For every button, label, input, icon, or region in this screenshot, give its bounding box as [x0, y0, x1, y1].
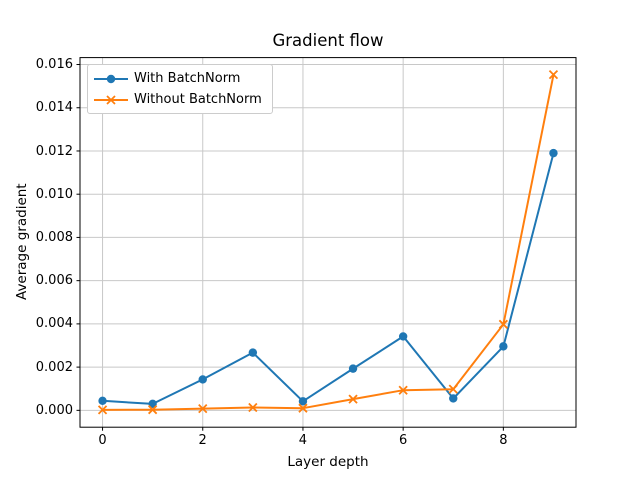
data-point-circle — [549, 148, 558, 158]
y-tick-label: 0.010 — [35, 186, 73, 202]
series-line-without-batchnorm — [102, 74, 555, 411]
y-tick-label: 0.008 — [35, 229, 73, 245]
y-tick-label: 0.000 — [35, 402, 73, 418]
x-tick-label: 2 — [198, 433, 207, 448]
data-point-x — [548, 70, 559, 80]
legend-entry-with-batchnorm: With BatchNorm — [94, 69, 262, 88]
legend-label-without-batchnorm: Without BatchNorm — [134, 92, 262, 107]
data-point-x — [298, 403, 308, 413]
legend: With BatchNorm Without BatchNorm — [87, 64, 273, 114]
y-tick-label: 0.002 — [35, 359, 73, 375]
legend-line-x-icon — [94, 94, 128, 105]
legend-entry-without-batchnorm: Without BatchNorm — [94, 90, 262, 109]
x-tick-label: 8 — [499, 433, 508, 448]
data-point-circle — [499, 342, 508, 351]
data-point-circle — [348, 364, 358, 373]
data-point-circle — [398, 332, 408, 341]
data-point-circle — [98, 396, 107, 406]
x-tick-label: 6 — [399, 433, 408, 448]
data-point-circle — [449, 394, 458, 403]
series-line-with-batchnorm — [102, 152, 555, 405]
data-point-circle — [198, 375, 207, 384]
data-point-x — [498, 319, 508, 329]
chart-title: Gradient flow — [272, 31, 384, 50]
x-tick-label: 4 — [298, 433, 308, 448]
data-point-x — [398, 385, 408, 395]
y-tick-label: 0.016 — [35, 57, 73, 72]
data-point-x — [198, 403, 208, 414]
y-tick-label: 0.006 — [35, 273, 73, 289]
data-point-x — [248, 402, 258, 413]
data-point-circle — [298, 397, 308, 406]
legend-label-with-batchnorm: With BatchNorm — [134, 71, 241, 86]
data-point-circle — [148, 399, 157, 409]
x-tick-label: 0 — [98, 433, 107, 448]
y-tick-label: 0.012 — [35, 143, 73, 159]
data-point-x — [148, 405, 158, 415]
axes-border — [79, 57, 577, 428]
legend-line-circle-icon — [94, 74, 128, 83]
data-point-x — [348, 394, 358, 404]
data-point-circle — [248, 348, 258, 357]
x-axis-label: Layer depth — [287, 454, 369, 470]
y-tick-label: 0.014 — [35, 100, 73, 116]
data-point-x — [448, 384, 458, 394]
y-tick-label: 0.004 — [35, 316, 73, 332]
data-point-x — [97, 405, 108, 415]
